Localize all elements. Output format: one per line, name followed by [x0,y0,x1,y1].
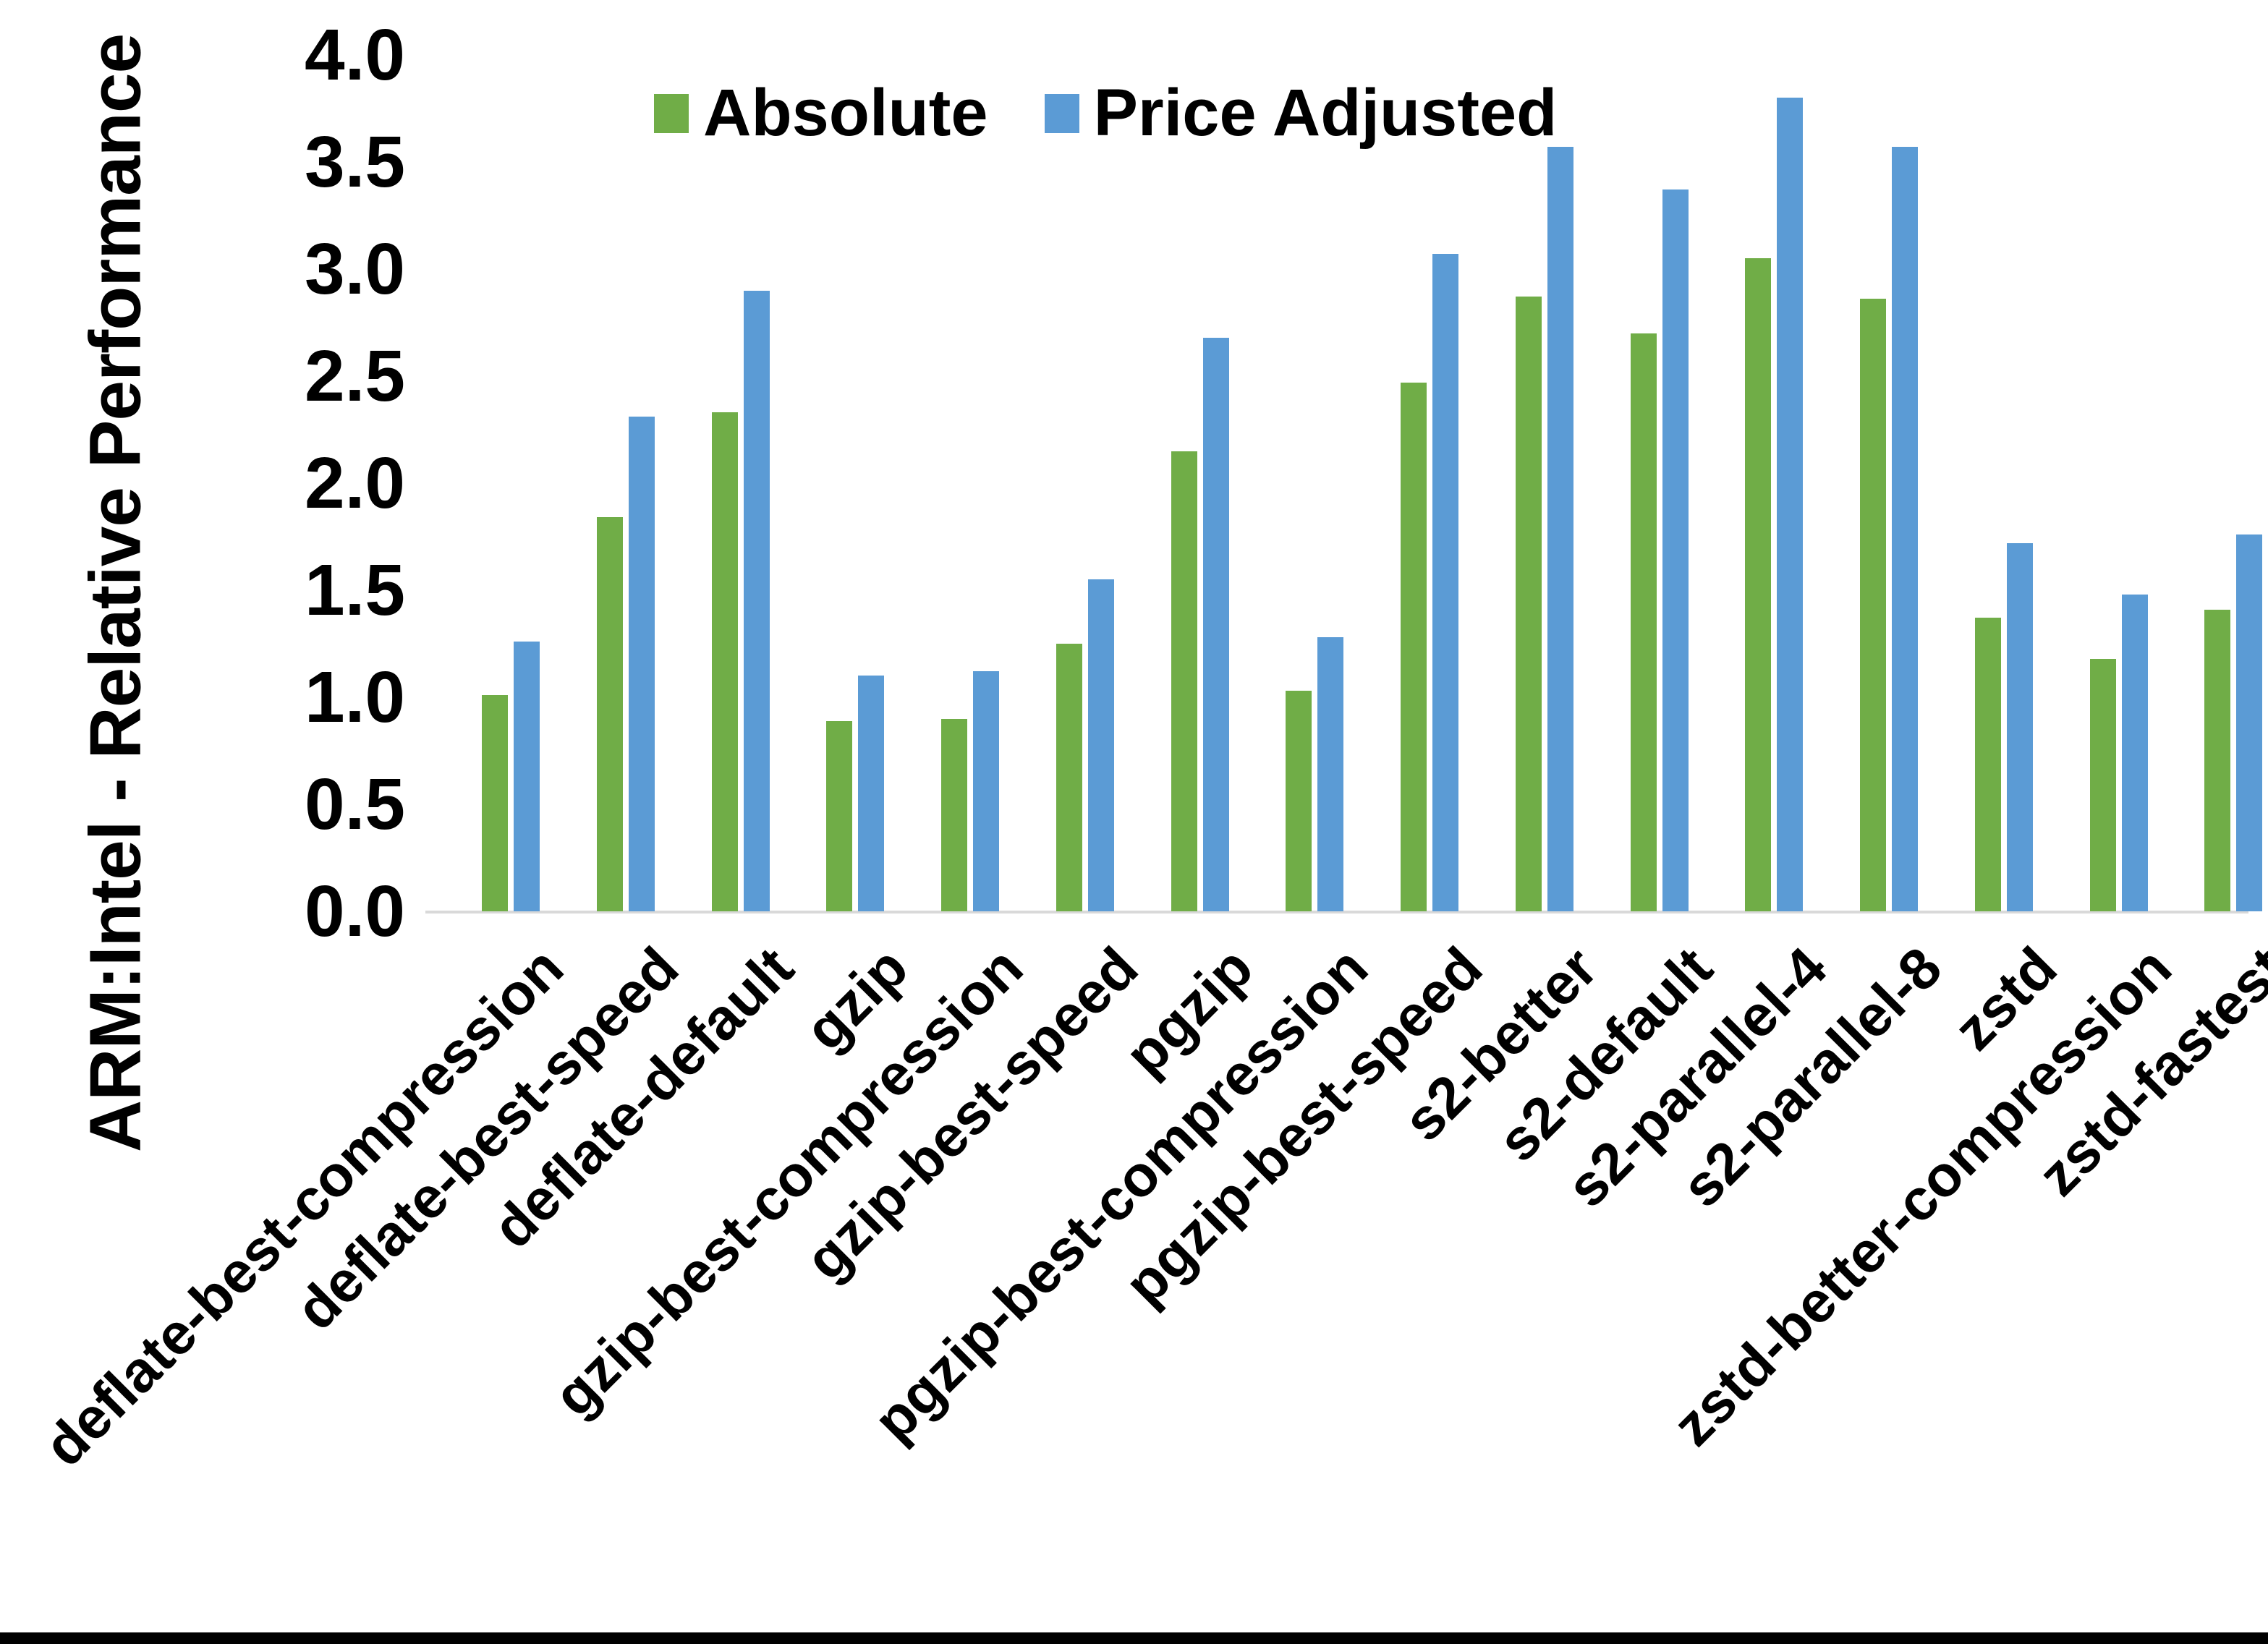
y-tick-3.0: 3.0 [304,228,405,310]
y-tick-4.0: 4.0 [304,14,405,95]
bar-price-adjusted-s2-better [1547,147,1573,911]
bar-absolute-gzip-best-speed [1056,644,1082,911]
bar-absolute-s2-parallel-8 [1860,299,1886,911]
bottom-border-bar [0,1632,2268,1644]
legend-label: Price Adjusted [1093,76,1558,150]
bar-absolute-deflate-best-speed [596,517,623,911]
bar-absolute-zstd-fastest [2204,609,2231,911]
bar-price-adjusted-gzip-best-speed [1087,579,1114,911]
bar-absolute-gzip [826,720,853,911]
legend-swatch-icon [654,93,689,133]
bar-absolute-zstd-better-compression [2089,658,2116,911]
y-tick-2.5: 2.5 [304,335,405,417]
legend-swatch-icon [1044,93,1079,133]
legend: Absolute Price Adjusted [654,75,1557,151]
bar-price-adjusted-s2-parallel-8 [1892,147,1918,911]
bar-price-adjusted-pgzip [1202,337,1229,911]
bar-price-adjusted-gzip-best-compression [973,671,999,911]
y-tick-0.0: 0.0 [304,870,405,952]
y-tick-1.0: 1.0 [304,656,405,738]
plot-area [427,55,2264,911]
bar-price-adjusted-deflate-best-compression [514,642,540,911]
y-tick-3.5: 3.5 [304,121,405,203]
bar-price-adjusted-zstd-fastest [2236,534,2263,911]
legend-item-absolute: Absolute [654,75,988,151]
bar-absolute-pgzip-best-speed [1401,382,1427,911]
bar-price-adjusted-s2-parallel-4 [1777,98,1804,911]
bar-price-adjusted-s2-default [1662,189,1689,911]
bar-absolute-pgzip [1171,451,1197,911]
bar-price-adjusted-gzip [858,676,885,911]
bar-absolute-s2-better [1515,297,1542,911]
x-axis-baseline [425,911,2248,913]
bar-price-adjusted-zstd-better-compression [2121,594,2148,911]
bar-absolute-deflate-default [711,412,738,911]
bar-absolute-gzip-best-compression [941,718,967,911]
bar-absolute-s2-parallel-4 [1745,258,1772,911]
y-axis-title: ARM:Intel - Relative Performance [75,33,156,1153]
bar-price-adjusted-pgzip-best-compression [1317,637,1344,911]
bar-absolute-deflate-best-compression [482,695,508,911]
bar-price-adjusted-zstd [2006,542,2033,911]
legend-label: Absolute [703,76,988,150]
bar-price-adjusted-deflate-default [743,290,770,911]
y-tick-1.5: 1.5 [304,549,405,631]
bar-absolute-s2-default [1630,333,1657,911]
legend-item-price-adjusted: Price Adjusted [1044,75,1558,151]
bar-price-adjusted-pgzip-best-speed [1432,254,1458,911]
bar-absolute-zstd [1974,618,2001,911]
y-tick-0.5: 0.5 [304,763,405,845]
bar-price-adjusted-deflate-best-speed [628,417,655,911]
y-tick-2.0: 2.0 [304,442,405,524]
bar-absolute-pgzip-best-compression [1286,691,1312,911]
